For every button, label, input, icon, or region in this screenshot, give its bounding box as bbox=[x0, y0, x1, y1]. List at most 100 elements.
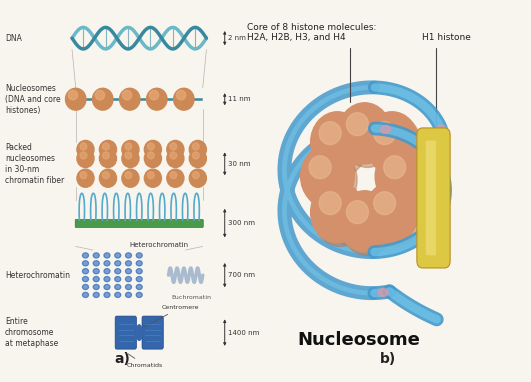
Ellipse shape bbox=[125, 253, 131, 258]
Ellipse shape bbox=[127, 293, 130, 296]
Ellipse shape bbox=[93, 277, 99, 282]
Ellipse shape bbox=[104, 292, 110, 298]
Ellipse shape bbox=[116, 278, 119, 280]
Ellipse shape bbox=[68, 90, 78, 100]
Ellipse shape bbox=[148, 152, 155, 159]
Ellipse shape bbox=[170, 143, 177, 150]
Text: H1 histone: H1 histone bbox=[422, 33, 471, 138]
Ellipse shape bbox=[82, 269, 89, 274]
Ellipse shape bbox=[82, 292, 89, 298]
Ellipse shape bbox=[338, 103, 391, 164]
Ellipse shape bbox=[346, 201, 369, 223]
Ellipse shape bbox=[95, 286, 98, 288]
Text: b): b) bbox=[380, 352, 396, 366]
FancyBboxPatch shape bbox=[142, 316, 164, 349]
Ellipse shape bbox=[148, 172, 155, 179]
Ellipse shape bbox=[65, 88, 86, 110]
Text: Chromatids: Chromatids bbox=[127, 354, 163, 368]
Ellipse shape bbox=[138, 262, 141, 265]
Ellipse shape bbox=[116, 262, 119, 265]
Ellipse shape bbox=[105, 293, 109, 296]
Text: DNA: DNA bbox=[5, 34, 22, 43]
Ellipse shape bbox=[136, 325, 143, 341]
Ellipse shape bbox=[368, 115, 422, 176]
Ellipse shape bbox=[127, 286, 130, 288]
Ellipse shape bbox=[319, 122, 341, 144]
Ellipse shape bbox=[99, 149, 116, 167]
Ellipse shape bbox=[77, 149, 94, 167]
Ellipse shape bbox=[125, 143, 132, 150]
FancyBboxPatch shape bbox=[417, 128, 450, 268]
Ellipse shape bbox=[116, 254, 119, 257]
Ellipse shape bbox=[381, 126, 391, 133]
Ellipse shape bbox=[122, 141, 139, 159]
Text: Euchromatin: Euchromatin bbox=[171, 295, 211, 300]
Text: 300 nm: 300 nm bbox=[228, 220, 255, 226]
Ellipse shape bbox=[319, 192, 341, 215]
Text: 2 nm: 2 nm bbox=[228, 35, 246, 41]
Ellipse shape bbox=[375, 146, 429, 207]
Ellipse shape bbox=[138, 254, 141, 257]
Text: 1400 nm: 1400 nm bbox=[228, 330, 260, 336]
Ellipse shape bbox=[102, 172, 109, 179]
Ellipse shape bbox=[84, 286, 87, 288]
Text: Nucleosome: Nucleosome bbox=[297, 331, 421, 349]
Ellipse shape bbox=[80, 152, 87, 159]
Text: Packed
nucleosomes
in 30-nm
chromatin fiber: Packed nucleosomes in 30-nm chromatin fi… bbox=[5, 143, 64, 185]
Ellipse shape bbox=[309, 156, 331, 179]
Ellipse shape bbox=[93, 261, 99, 266]
Ellipse shape bbox=[311, 112, 364, 173]
Ellipse shape bbox=[125, 269, 131, 274]
Text: 11 nm: 11 nm bbox=[228, 96, 251, 102]
Ellipse shape bbox=[170, 152, 177, 159]
Ellipse shape bbox=[313, 115, 367, 176]
Ellipse shape bbox=[80, 172, 87, 179]
Ellipse shape bbox=[138, 270, 141, 273]
Ellipse shape bbox=[104, 269, 110, 274]
Ellipse shape bbox=[144, 149, 161, 167]
Ellipse shape bbox=[190, 169, 207, 187]
Ellipse shape bbox=[80, 143, 87, 150]
Ellipse shape bbox=[167, 169, 184, 187]
Ellipse shape bbox=[144, 169, 161, 187]
Ellipse shape bbox=[92, 88, 113, 110]
Ellipse shape bbox=[115, 253, 121, 258]
Ellipse shape bbox=[82, 261, 89, 266]
Text: Heterochromatin: Heterochromatin bbox=[130, 242, 189, 248]
Ellipse shape bbox=[93, 269, 99, 274]
Ellipse shape bbox=[96, 90, 105, 100]
Text: 700 nm: 700 nm bbox=[228, 272, 255, 278]
Ellipse shape bbox=[430, 218, 440, 226]
Ellipse shape bbox=[368, 185, 422, 246]
Ellipse shape bbox=[125, 292, 131, 298]
Ellipse shape bbox=[365, 112, 419, 173]
Ellipse shape bbox=[105, 286, 109, 288]
Ellipse shape bbox=[138, 278, 141, 280]
Text: Nucleosomes
(DNA and core
histones): Nucleosomes (DNA and core histones) bbox=[5, 84, 61, 115]
Ellipse shape bbox=[84, 254, 87, 257]
Ellipse shape bbox=[115, 292, 121, 298]
Ellipse shape bbox=[122, 90, 132, 100]
Ellipse shape bbox=[115, 261, 121, 266]
Ellipse shape bbox=[190, 141, 207, 159]
Ellipse shape bbox=[115, 285, 121, 290]
Ellipse shape bbox=[104, 285, 110, 290]
Ellipse shape bbox=[105, 270, 109, 273]
Ellipse shape bbox=[122, 149, 139, 167]
Ellipse shape bbox=[99, 169, 116, 187]
Ellipse shape bbox=[374, 122, 396, 144]
Ellipse shape bbox=[93, 292, 99, 298]
Ellipse shape bbox=[115, 269, 121, 274]
Ellipse shape bbox=[95, 270, 98, 273]
Ellipse shape bbox=[374, 192, 396, 215]
Ellipse shape bbox=[125, 277, 131, 282]
Ellipse shape bbox=[105, 262, 109, 265]
Ellipse shape bbox=[105, 278, 109, 280]
Ellipse shape bbox=[136, 292, 142, 298]
Ellipse shape bbox=[136, 277, 142, 282]
Ellipse shape bbox=[77, 169, 94, 187]
Ellipse shape bbox=[125, 172, 132, 179]
Ellipse shape bbox=[149, 90, 159, 100]
Ellipse shape bbox=[313, 185, 367, 246]
Ellipse shape bbox=[84, 262, 87, 265]
